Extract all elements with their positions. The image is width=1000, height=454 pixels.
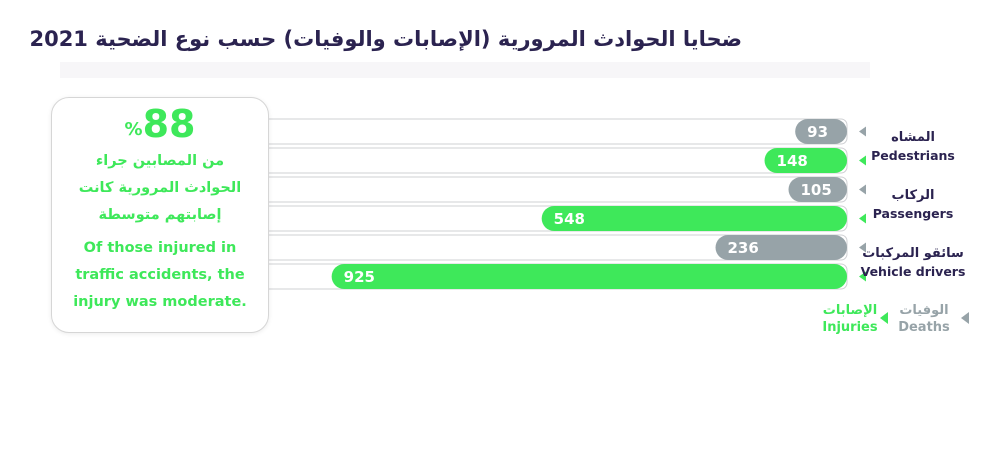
arrow-marker <box>859 184 866 195</box>
category-label-ar: الركاب <box>892 188 935 203</box>
legend-label-en: Deaths <box>898 320 950 335</box>
legend-marker <box>880 312 888 324</box>
bar-value-label: 548 <box>554 210 585 228</box>
category-label-en: Pedestrians <box>871 148 955 163</box>
bar-injuries <box>331 264 848 289</box>
bar-deaths <box>715 235 847 260</box>
category-label-en: Passengers <box>873 206 954 221</box>
bar-value-label: 93 <box>807 123 828 141</box>
bar-track <box>261 118 848 145</box>
bar-track <box>261 147 848 174</box>
page-title: ضحايا الحوادث المرورية (الإصابات والوفيا… <box>29 27 742 51</box>
arrow-marker <box>859 271 866 282</box>
callout-unit: % <box>124 119 143 140</box>
bar-deaths <box>795 119 847 144</box>
callout-value: %88 <box>52 104 268 144</box>
callout-card: %88 من المصابين جراء الحوادث المرورية كا… <box>51 97 269 333</box>
arrow-marker <box>859 213 866 224</box>
callout-text-ar: من المصابين جراء الحوادث المرورية كانت إ… <box>78 153 242 223</box>
bar-value-label: 105 <box>801 181 832 199</box>
category-label-ar: سائقو المركبات <box>862 246 964 261</box>
legend-label-en: Injuries <box>822 320 877 335</box>
category-label-ar: المشاه <box>891 130 935 145</box>
bar-injuries <box>541 206 847 231</box>
bar-value-label: 925 <box>344 268 375 286</box>
arrow-marker <box>859 242 866 253</box>
bar-value-label: 148 <box>777 152 808 170</box>
callout-text-en: Of those injured in traffic accidents, t… <box>73 240 247 310</box>
bar-value-label: 236 <box>728 239 759 257</box>
arrow-marker <box>859 126 866 137</box>
legend-label-ar: الإصابات <box>823 303 877 318</box>
arrow-marker <box>859 155 866 166</box>
legend-label-ar: الوفيات <box>899 303 948 318</box>
bar-injuries <box>764 148 847 173</box>
legend-marker <box>961 312 969 324</box>
bar-deaths <box>788 177 847 202</box>
category-label-en: Vehicle drivers <box>861 264 966 279</box>
callout-number: 88 <box>142 102 196 146</box>
title-band <box>60 62 870 78</box>
bar-track <box>261 176 848 203</box>
